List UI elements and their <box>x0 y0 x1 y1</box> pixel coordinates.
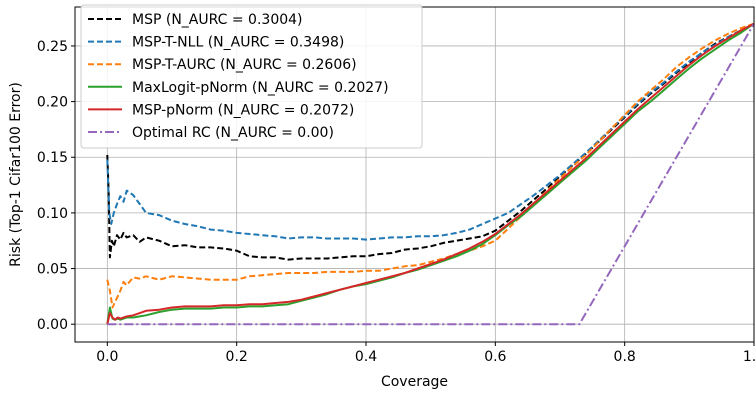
legend: MSP (N_AURC = 0.3004) MSP-T-NLL (N_AURC =… <box>80 4 423 149</box>
series-line-5 <box>106 22 755 325</box>
series-line-2 <box>106 22 755 241</box>
series-line-6 <box>107 23 755 326</box>
y-tick-label: 0.20 <box>37 95 68 111</box>
x-tick-label: 0.0 <box>96 349 118 365</box>
x-axis-label: Coverage <box>381 374 448 390</box>
x-tick-label: 0.2 <box>226 349 248 365</box>
axis-ticks: 0.0 0.2 0.4 0.6 0.8 1.0 0.00 0.05 0.10 0.15 0.20 0.… <box>37 39 756 365</box>
y-tick-label: 0.15 <box>37 150 68 166</box>
y-tick-label: 0.25 <box>37 39 68 55</box>
x-tick-label: 0.8 <box>614 349 636 365</box>
legend-box <box>80 4 423 149</box>
legend-label: MSP-pNorm (N_AURC = 0.2072) <box>132 102 354 118</box>
y-tick-label: 0.10 <box>37 206 68 222</box>
legend-label: MSP-T-AURC (N_AURC = 0.2606) <box>132 57 357 73</box>
series-lines <box>106 22 755 326</box>
legend-label: MSP (N_AURC = 0.3004) <box>132 12 303 28</box>
series-line-4 <box>106 22 755 325</box>
x-tick-label: 0.6 <box>484 349 506 365</box>
series-line-3 <box>106 22 755 309</box>
x-tick-label: 0.4 <box>355 349 377 365</box>
legend-label: Optimal RC (N_AURC = 0.00) <box>132 125 334 141</box>
legend-label: MSP-T-NLL (N_AURC = 0.3498) <box>132 35 344 51</box>
y-axis-label: Risk (Top-1 Cifar100 Error) <box>8 82 24 267</box>
y-tick-label: 0.05 <box>37 262 68 278</box>
legend-label: MaxLogit-pNorm (N_AURC = 0.2027) <box>132 80 389 96</box>
y-tick-label: 0.00 <box>37 317 68 333</box>
x-tick-label: 1.0 <box>743 349 756 365</box>
